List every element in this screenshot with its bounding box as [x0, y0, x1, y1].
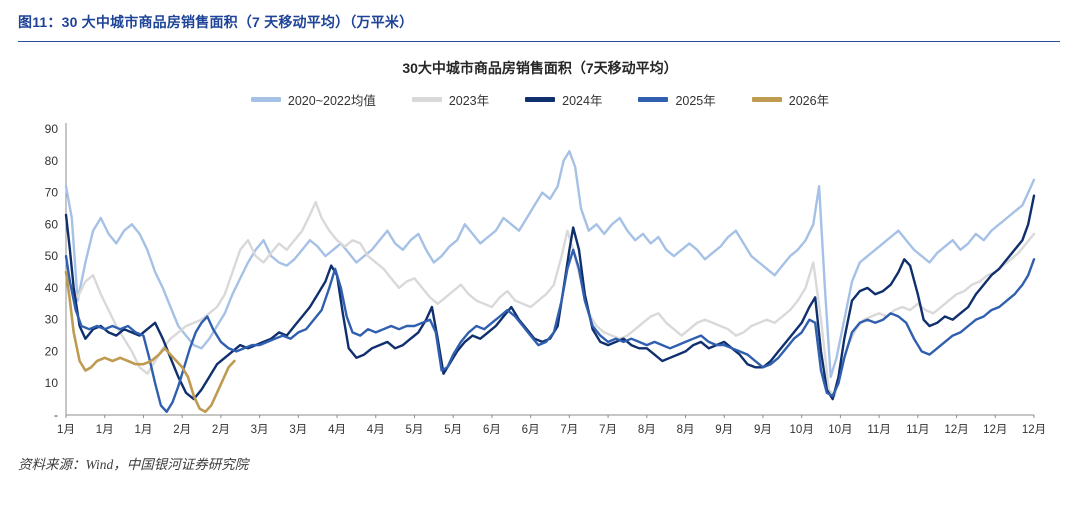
x-tick-label: 5月 — [444, 424, 462, 436]
y-tick-label: 40 — [45, 281, 59, 295]
x-tick-label: 1月 — [57, 424, 75, 436]
figure-title: 图11：30 大中城市商品房销售面积（7 天移动平均）（万平米） — [18, 14, 414, 30]
y-tick-label: - — [54, 408, 58, 422]
y-tick-label: 80 — [45, 154, 59, 168]
legend-label: 2026年 — [788, 94, 830, 108]
legend-label: 2024年 — [562, 94, 603, 108]
x-tick-label: 12月 — [944, 424, 968, 436]
x-tick-label: 2月 — [212, 424, 230, 436]
x-tick-label: 8月 — [677, 424, 695, 436]
y-tick-label: 50 — [45, 249, 59, 263]
x-tick-label: 4月 — [367, 424, 385, 436]
series-line-2026年 — [64, 270, 236, 414]
legend-item: 2025年 — [638, 90, 716, 109]
x-tick-label: 8月 — [638, 424, 656, 436]
figure-header: 图11：30 大中城市商品房销售面积（7 天移动平均）（万平米） — [0, 0, 1080, 42]
series-line-2023年 — [64, 200, 1036, 398]
header-divider — [18, 41, 1060, 42]
x-tick-label: 7月 — [599, 424, 617, 436]
legend-label: 2023年 — [448, 94, 490, 108]
legend-swatch — [250, 97, 281, 102]
legend-item: 2023年 — [411, 90, 490, 109]
series-line-2025年 — [64, 248, 1036, 413]
series-line-2020~2022均值 — [64, 150, 1036, 379]
legend-swatch — [751, 97, 782, 102]
x-tick-label: 6月 — [522, 424, 540, 436]
y-tick-label: 20 — [45, 344, 59, 358]
x-tick-label: 11月 — [906, 424, 929, 436]
x-tick-label: 6月 — [483, 424, 501, 436]
y-tick-label: 70 — [45, 186, 59, 200]
source-note: 资料来源：Wind，中国银河证券研究院 — [18, 457, 249, 472]
x-tick-label: 11月 — [867, 424, 890, 436]
x-tick-label: 12月 — [1022, 424, 1046, 436]
legend-item: 2026年 — [751, 90, 830, 109]
x-tick-label: 3月 — [289, 424, 307, 436]
series-line-2024年 — [64, 194, 1036, 401]
x-tick-label: 9月 — [715, 424, 733, 436]
legend-item: 2020~2022均值 — [250, 90, 376, 109]
x-tick-label: 2月 — [173, 424, 191, 436]
x-tick-label: 1月 — [134, 424, 152, 436]
x-tick-label: 5月 — [406, 424, 424, 436]
y-tick-label: 30 — [45, 313, 59, 327]
x-tick-label: 4月 — [328, 424, 346, 436]
legend-label: 2020~2022均值 — [287, 94, 376, 108]
legend-label: 2025年 — [675, 94, 716, 108]
x-tick-label: 10月 — [790, 424, 814, 436]
legend-swatch — [638, 97, 669, 102]
chart-legend: 2020~2022均值 2023年 2024年 2025年 2026年 — [0, 90, 1080, 109]
x-tick-label: 9月 — [754, 424, 772, 436]
y-tick-label: 60 — [45, 217, 59, 231]
x-tick-label: 7月 — [560, 424, 578, 436]
y-tick-label: 90 — [45, 122, 59, 136]
x-tick-label: 1月 — [96, 424, 114, 436]
y-tick-label: 10 — [45, 376, 59, 390]
x-tick-label: 12月 — [983, 424, 1007, 436]
x-tick-label: 3月 — [251, 424, 269, 436]
legend-swatch — [411, 97, 442, 102]
legend-swatch — [525, 97, 556, 102]
chart-title: 30大中城市商品房销售面积（7天移动平均） — [402, 60, 678, 76]
chart-canvas: - 10 20 30 40 50 60 70 80 90 1月 1月 1月 2月 2月 3月 3月 4月 4月 5月 5… — [45, 122, 1047, 436]
legend-item: 2024年 — [525, 90, 602, 109]
x-tick-label: 10月 — [828, 424, 852, 436]
